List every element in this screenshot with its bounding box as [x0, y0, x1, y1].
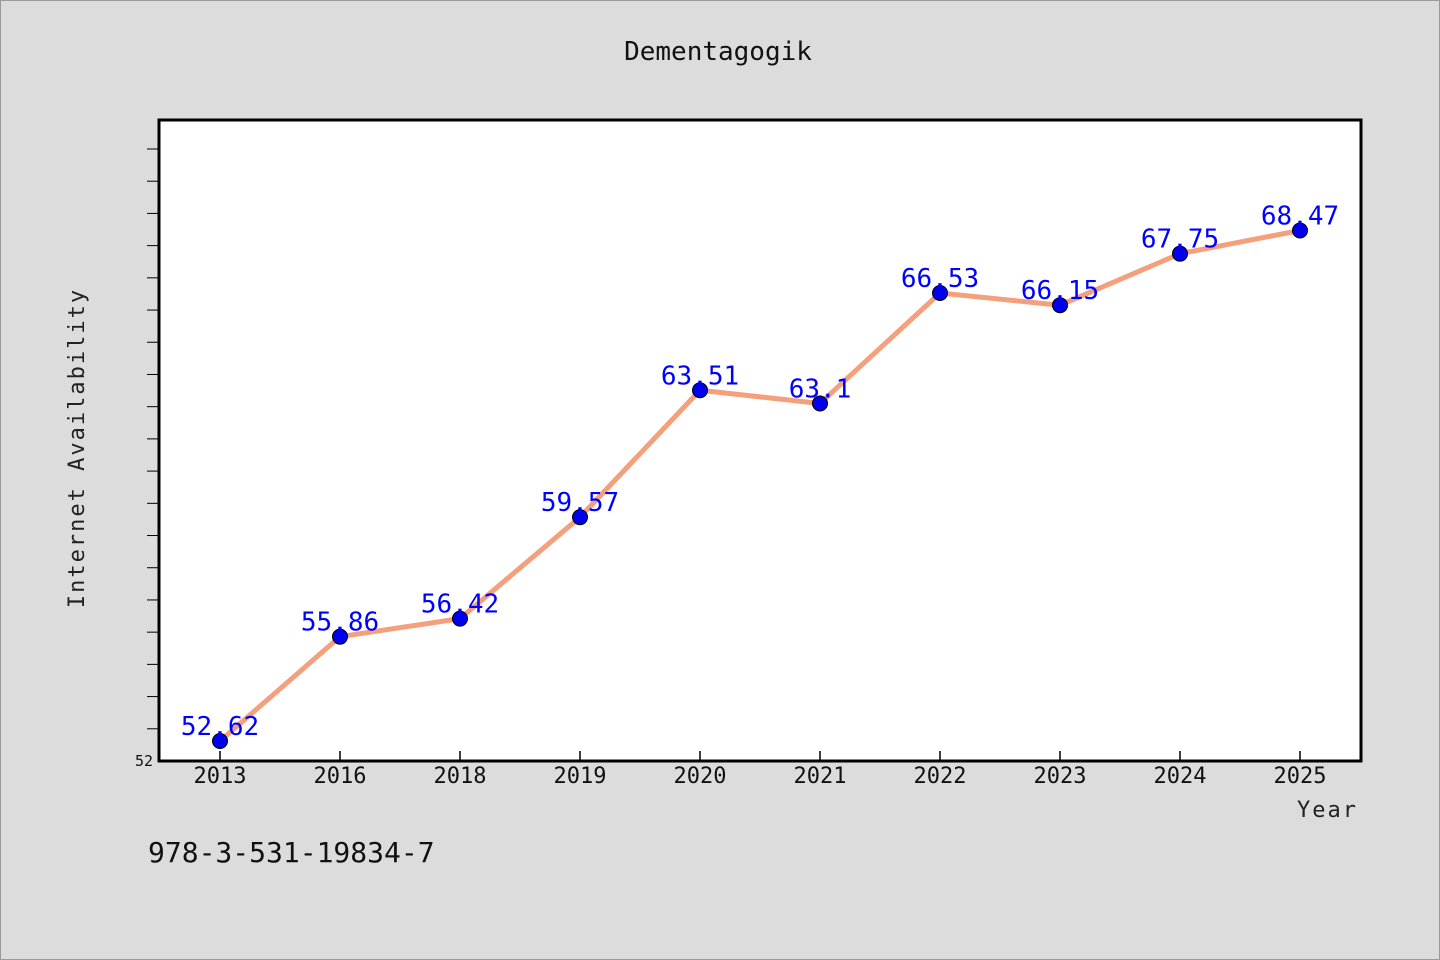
data-label: 67.75: [1141, 225, 1219, 255]
y-axis-label: Internet Availability: [65, 288, 90, 608]
series-line-group: [218, 228, 1301, 743]
data-point: [1172, 245, 1188, 262]
data-label: 66.53: [901, 264, 979, 294]
data-markers: [212, 222, 1308, 750]
data-point: [452, 610, 468, 627]
data-point: [1052, 297, 1068, 314]
data-label: 63.1: [789, 374, 852, 404]
isbn-footer-text: 978-3-531-19834-7: [148, 836, 435, 869]
x-tick-label: 2025: [1274, 764, 1327, 789]
x-axis-label: Year: [1297, 798, 1358, 823]
x-tick-label: 2022: [914, 764, 967, 789]
data-label: 66.15: [1021, 276, 1099, 306]
x-tick-label: 2020: [674, 764, 727, 789]
data-point: [332, 628, 348, 645]
data-point: [212, 733, 228, 750]
data-label: 68.47: [1261, 201, 1339, 231]
y-axis-ticks: 52: [135, 148, 159, 770]
plot-area: [157, 118, 1363, 763]
data-point: [932, 284, 948, 301]
x-tick-label: 2023: [1034, 764, 1087, 789]
data-labels: 52.62 55.86 56.42 59.57 63.51 63.1 66.53 66.15 6…: [181, 201, 1339, 742]
x-tick-label: 2018: [434, 764, 487, 789]
chart-title: Dementagogik: [624, 37, 812, 67]
x-axis-ticks: 2013 2016 2018 2019 2020 2021 2022 2023 2024 2025: [194, 751, 1327, 789]
x-tick-label: 2013: [194, 764, 247, 789]
x-tick-label: 2016: [314, 764, 367, 789]
y-tick-label: 52: [135, 752, 153, 770]
x-tick-label: 2019: [554, 764, 607, 789]
data-point: [1292, 222, 1308, 239]
data-point: [812, 395, 828, 412]
data-point: [692, 382, 708, 399]
data-label: 59.57: [541, 488, 619, 518]
data-label: 63.51: [661, 361, 739, 391]
data-label: 56.42: [421, 590, 499, 620]
data-label: 55.86: [301, 608, 379, 638]
data-label: 52.62: [181, 712, 259, 742]
x-tick-label: 2021: [794, 764, 847, 789]
series-line: [218, 228, 1301, 743]
data-point: [572, 509, 588, 526]
x-tick-label: 2024: [1154, 764, 1207, 789]
